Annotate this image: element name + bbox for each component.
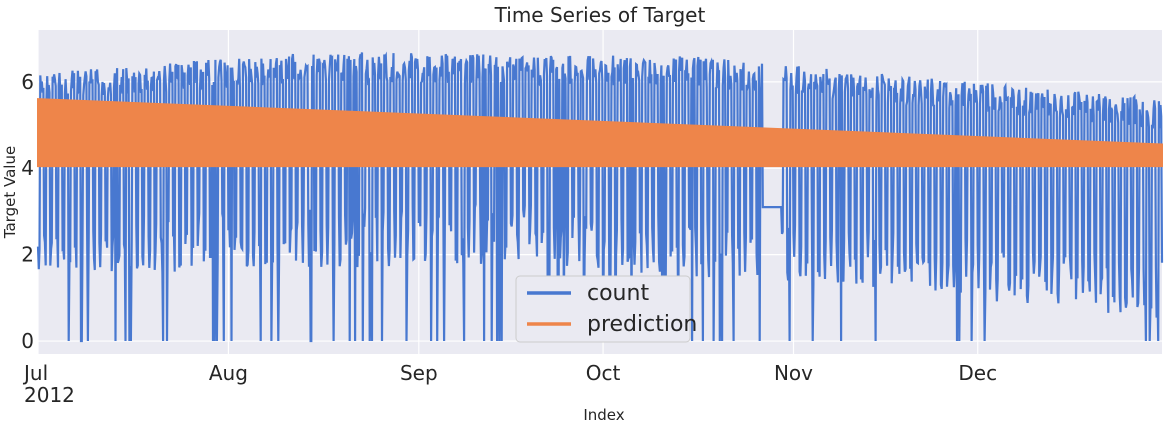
y-tick-labels: 0 2 4 6 (21, 70, 34, 353)
x-tick-label: Oct (586, 361, 621, 385)
x-tick-label: Sep (400, 361, 438, 385)
x-tick-label: Nov (774, 361, 813, 385)
legend-label-prediction: prediction (587, 312, 697, 337)
x-tick-sublabel: 2012 (24, 383, 75, 407)
legend: count prediction (515, 275, 697, 343)
x-axis-label: Index (583, 406, 624, 424)
y-tick-label: 6 (21, 70, 34, 94)
x-tick-label: Aug (209, 361, 248, 385)
series-prediction-band (37, 98, 1163, 168)
x-tick-label: Jul (22, 361, 48, 385)
legend-label-count: count (587, 281, 649, 306)
y-tick-label: 4 (21, 156, 34, 180)
x-tick-label: Dec (958, 361, 997, 385)
series-layer (36, 51, 1164, 343)
chart-title: Time Series of Target (494, 3, 706, 27)
series-count-line (36, 51, 1164, 343)
y-tick-label: 2 (21, 243, 34, 267)
y-axis-label: Target Value (1, 146, 19, 239)
y-tick-label: 0 (21, 329, 34, 353)
